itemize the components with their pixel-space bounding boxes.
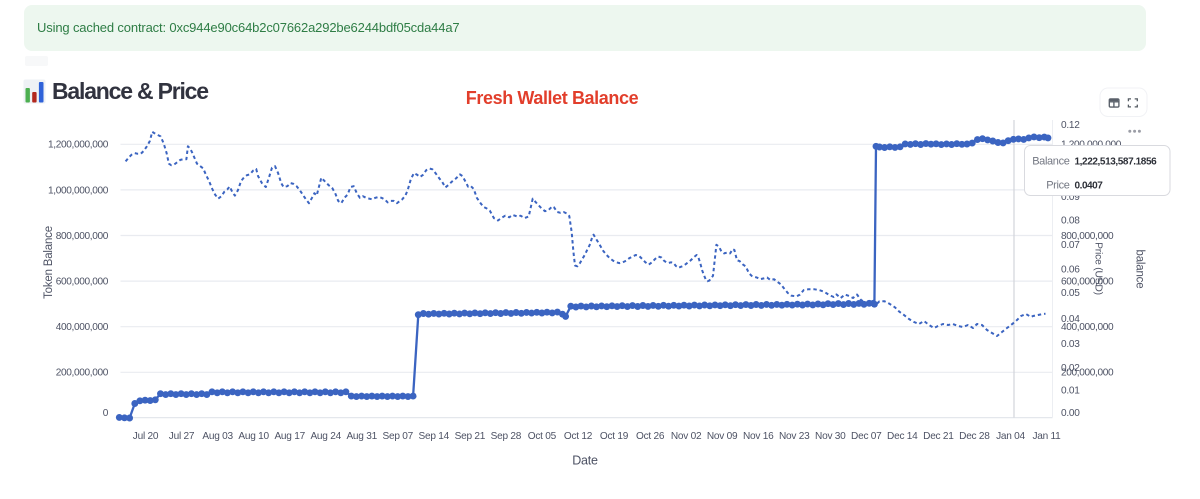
svg-text:Aug 24: Aug 24 <box>310 431 341 442</box>
svg-text:0.01: 0.01 <box>1061 385 1080 396</box>
svg-text:Nov 02: Nov 02 <box>671 431 702 442</box>
svg-text:Nov 30: Nov 30 <box>815 431 846 442</box>
svg-text:Sep 07: Sep 07 <box>383 431 414 442</box>
svg-text:Oct 12: Oct 12 <box>564 431 593 442</box>
svg-text:balance: balance <box>1133 250 1145 289</box>
svg-text:200,000,000: 200,000,000 <box>1061 368 1114 379</box>
svg-text:Aug 17: Aug 17 <box>274 431 305 442</box>
svg-text:0.00: 0.00 <box>1061 408 1080 419</box>
svg-text:400,000,000: 400,000,000 <box>56 322 109 333</box>
svg-text:Dec 14: Dec 14 <box>887 431 918 442</box>
svg-text:Dec 21: Dec 21 <box>923 431 954 442</box>
svg-text:Jul 27: Jul 27 <box>169 431 195 442</box>
svg-text:200,000,000: 200,000,000 <box>56 368 109 379</box>
svg-text:600,000,000: 600,000,000 <box>56 277 109 288</box>
svg-text:Aug 10: Aug 10 <box>238 431 269 442</box>
svg-text:400,000,000: 400,000,000 <box>1061 322 1114 333</box>
svg-text:0: 0 <box>103 408 109 419</box>
svg-text:Aug 03: Aug 03 <box>202 431 233 442</box>
svg-text:0.12: 0.12 <box>1061 120 1080 131</box>
svg-text:0.04: 0.04 <box>1061 314 1080 325</box>
svg-text:Dec 28: Dec 28 <box>959 431 990 442</box>
svg-text:800,000,000: 800,000,000 <box>1061 231 1114 242</box>
svg-text:0.09: 0.09 <box>1061 192 1080 203</box>
svg-text:0.03: 0.03 <box>1061 339 1080 350</box>
svg-text:600,000,000: 600,000,000 <box>1061 277 1114 288</box>
svg-text:Jul 20: Jul 20 <box>133 431 159 442</box>
svg-text:Oct 05: Oct 05 <box>528 431 557 442</box>
svg-text:Nov 23: Nov 23 <box>779 431 810 442</box>
svg-text:Date: Date <box>572 454 598 468</box>
svg-text:Nov 16: Nov 16 <box>743 431 774 442</box>
svg-text:1,222,513,587.1856: 1,222,513,587.1856 <box>1075 157 1158 168</box>
svg-text:Jan 04: Jan 04 <box>996 431 1025 442</box>
svg-text:Balance: Balance <box>1032 156 1070 168</box>
svg-text:Dec 07: Dec 07 <box>851 431 882 442</box>
svg-text:Jan 11: Jan 11 <box>1032 431 1061 442</box>
svg-text:Sep 28: Sep 28 <box>491 431 522 442</box>
svg-text:1,200,000,000: 1,200,000,000 <box>48 140 109 151</box>
svg-text:Sep 14: Sep 14 <box>419 431 450 442</box>
svg-text:0.0407: 0.0407 <box>1075 181 1104 192</box>
svg-text:Oct 19: Oct 19 <box>600 431 629 442</box>
svg-text:0.02: 0.02 <box>1061 363 1080 374</box>
svg-text:Token Balance: Token Balance <box>43 226 55 299</box>
svg-text:0.06: 0.06 <box>1061 264 1080 275</box>
svg-text:Fresh Wallet Balance: Fresh Wallet Balance <box>466 88 639 108</box>
svg-text:0.05: 0.05 <box>1061 288 1080 299</box>
svg-text:Price: Price <box>1046 180 1070 192</box>
svg-text:Aug 31: Aug 31 <box>346 431 377 442</box>
svg-text:800,000,000: 800,000,000 <box>56 231 109 242</box>
svg-text:Oct 26: Oct 26 <box>636 431 665 442</box>
svg-text:1,000,000,000: 1,000,000,000 <box>48 185 109 196</box>
svg-text:0.07: 0.07 <box>1061 240 1080 251</box>
svg-text:Price (USD): Price (USD) <box>1093 242 1104 295</box>
svg-text:0.08: 0.08 <box>1061 215 1080 226</box>
svg-text:Nov 09: Nov 09 <box>707 431 738 442</box>
svg-text:Sep 21: Sep 21 <box>455 431 486 442</box>
